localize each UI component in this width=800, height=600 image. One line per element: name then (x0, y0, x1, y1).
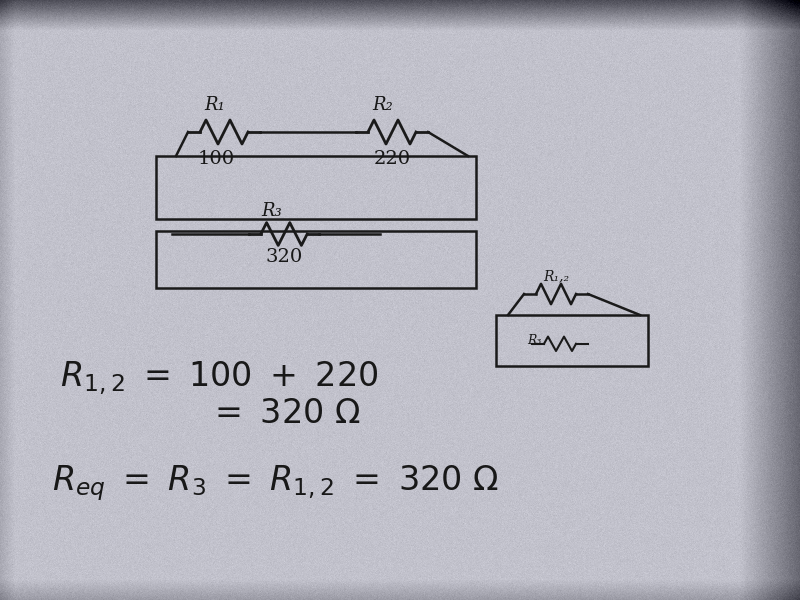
Text: 320: 320 (266, 248, 302, 266)
Text: R₁: R₁ (204, 96, 225, 114)
Text: $R_{eq}\ =\ R_3\ =\ R_{1,2}\ =\ 320\ \Omega$: $R_{eq}\ =\ R_3\ =\ R_{1,2}\ =\ 320\ \Om… (52, 463, 499, 503)
Bar (156, 231, 476, 288)
Text: 100: 100 (198, 150, 234, 168)
Bar (156, 156, 476, 219)
Text: $R_{1,2}\ =\ 100\ +\ 220$: $R_{1,2}\ =\ 100\ +\ 220$ (60, 359, 378, 397)
Text: R₂: R₂ (372, 96, 393, 114)
Text: 220: 220 (374, 150, 410, 168)
Text: R₃: R₃ (262, 202, 282, 220)
Text: R₁,₂: R₁,₂ (543, 269, 569, 283)
Text: $=\ 320\ \Omega$: $=\ 320\ \Omega$ (208, 398, 361, 430)
Bar (496, 315, 648, 366)
Text: R₃: R₃ (527, 334, 542, 347)
